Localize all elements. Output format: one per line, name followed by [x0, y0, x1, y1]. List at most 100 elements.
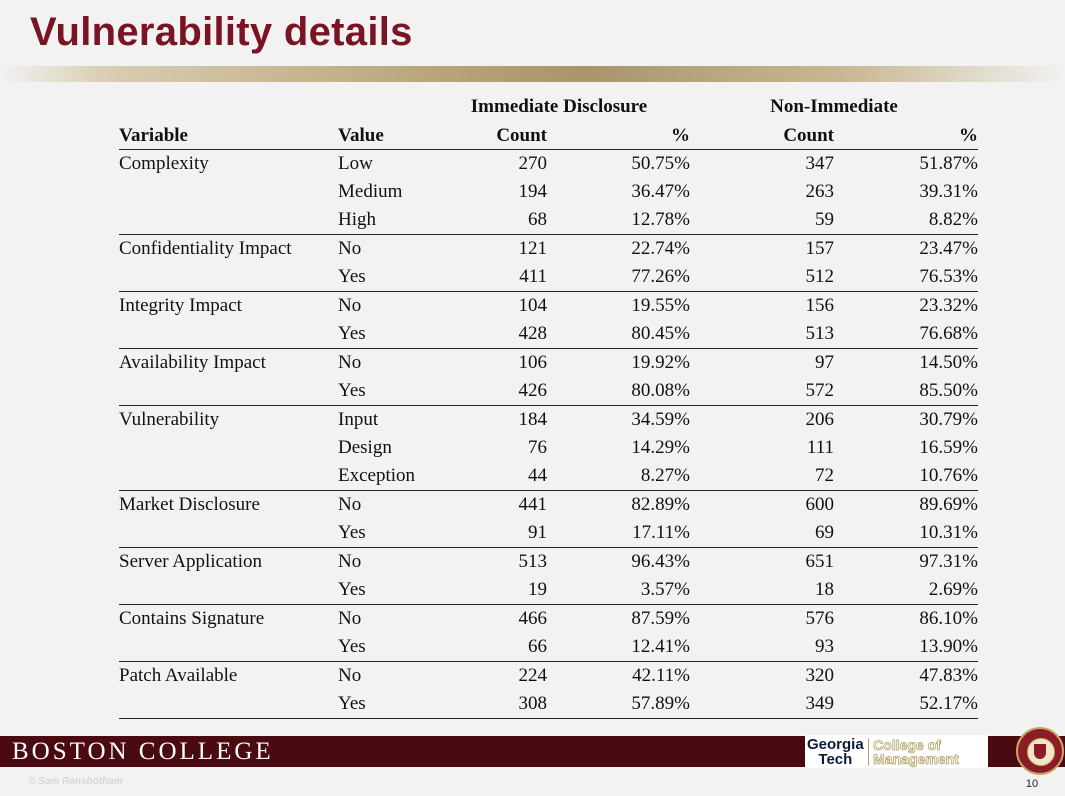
- cell-count-non-immediate: 156: [805, 295, 835, 316]
- table-row: Patch Available No 224 42.11% 320 47.83%: [119, 662, 978, 691]
- table-row: Confidentiality Impact No 121 22.74% 157 23.4…: [119, 235, 978, 264]
- table-row: Yes 426 80.08% 572 85.50%: [119, 377, 978, 406]
- cell-pct-immediate: 42.11%: [632, 665, 690, 686]
- cell-value: Design: [338, 437, 392, 458]
- cell-count-immediate: 76: [528, 437, 547, 458]
- table-row: Market Disclosure No 441 82.89% 600 89.69%: [119, 491, 978, 520]
- cell-variable: [119, 462, 338, 491]
- cell-count-immediate: 44: [428, 462, 547, 491]
- cell-value: No: [338, 295, 362, 316]
- cell-pct-immediate: 87.59%: [631, 608, 690, 629]
- cell-pct-immediate: 19.55%: [631, 295, 690, 316]
- cell-value: Yes: [338, 633, 428, 662]
- column-header-count-immediate: Count: [428, 122, 547, 150]
- cell-count-non-immediate: 263: [805, 181, 835, 202]
- cell-pct-non-immediate: 86.10%: [919, 608, 978, 629]
- column-header-row: Variable Value Count % Count %: [119, 122, 978, 150]
- table-row: Yes 308 57.89% 349 52.17%: [119, 690, 978, 719]
- table-row: Integrity Impact No 104 19.55% 156 23.32%: [119, 292, 978, 321]
- cell-variable: Availability Impact: [119, 352, 266, 373]
- cell-variable: Integrity Impact: [119, 295, 242, 316]
- cell-pct-non-immediate: 52.17%: [834, 690, 978, 719]
- table-row: Server Application No 513 96.43% 651 97.31%: [119, 548, 978, 577]
- cell-count-immediate: 121: [518, 238, 548, 259]
- table-row: Availability Impact No 106 19.92% 97 14.50%: [119, 349, 978, 378]
- cell-value: No: [338, 352, 362, 373]
- column-header-pct-non-immediate: %: [834, 122, 978, 150]
- cell-variable: Patch Available: [119, 665, 238, 686]
- title-divider: [0, 66, 1065, 82]
- cell-variable: Confidentiality Impact: [119, 238, 292, 259]
- cell-variable: [119, 178, 338, 206]
- cell-variable: Contains Signature: [119, 608, 265, 629]
- georgia-tech-logo: Georgia Tech College of Management: [805, 735, 988, 768]
- cell-pct-non-immediate: 2.69%: [834, 576, 978, 605]
- cell-pct-immediate: 22.74%: [631, 238, 690, 259]
- cell-variable: [119, 434, 338, 462]
- cell-count-immediate: 68: [428, 206, 547, 235]
- cell-variable: [119, 519, 338, 548]
- cell-pct-non-immediate: 16.59%: [919, 437, 978, 458]
- cell-pct-non-immediate: 47.83%: [919, 665, 978, 686]
- cell-count-immediate: 194: [518, 181, 548, 202]
- cell-pct-non-immediate: 10.31%: [834, 519, 978, 548]
- cell-count-immediate: 426: [428, 377, 547, 406]
- table-row: Exception 44 8.27% 72 10.76%: [119, 462, 978, 491]
- cell-pct-immediate: 96.43%: [631, 551, 690, 572]
- cell-variable: Server Application: [119, 551, 262, 572]
- cell-count-non-immediate: 93: [690, 633, 834, 662]
- cell-count-immediate: 441: [518, 494, 548, 515]
- cell-pct-non-immediate: 30.79%: [919, 409, 978, 430]
- cell-count-non-immediate: 97: [815, 352, 834, 373]
- cell-count-immediate: 428: [428, 320, 547, 349]
- cell-variable: [119, 633, 338, 662]
- cell-value: Input: [338, 409, 379, 430]
- cell-pct-non-immediate: 13.90%: [834, 633, 978, 662]
- cell-pct-immediate: 12.78%: [547, 206, 690, 235]
- cell-count-immediate: 308: [428, 690, 547, 719]
- cell-pct-immediate: 36.47%: [631, 181, 690, 202]
- cell-count-non-immediate: 18: [690, 576, 834, 605]
- cell-count-non-immediate: 512: [690, 263, 834, 292]
- cell-value: Yes: [338, 320, 428, 349]
- cell-count-immediate: 66: [428, 633, 547, 662]
- cell-count-non-immediate: 576: [805, 608, 835, 629]
- cell-pct-immediate: 80.45%: [547, 320, 690, 349]
- cell-count-non-immediate: 59: [690, 206, 834, 235]
- cell-count-immediate: 513: [518, 551, 548, 572]
- cell-count-non-immediate: 111: [806, 437, 834, 458]
- table-row: Yes 91 17.11% 69 10.31%: [119, 519, 978, 548]
- cell-pct-immediate: 3.57%: [547, 576, 690, 605]
- cell-count-non-immediate: 651: [805, 551, 835, 572]
- cell-pct-non-immediate: 51.87%: [919, 153, 978, 174]
- cell-count-non-immediate: 69: [690, 519, 834, 548]
- cell-count-non-immediate: 600: [805, 494, 835, 515]
- cell-value: Yes: [338, 690, 428, 719]
- cell-pct-non-immediate: 89.69%: [919, 494, 978, 515]
- cell-count-immediate: 184: [518, 409, 548, 430]
- cell-variable: [119, 690, 338, 719]
- column-header-value: Value: [338, 122, 428, 150]
- cell-pct-immediate: 8.27%: [547, 462, 690, 491]
- cell-count-non-immediate: 72: [690, 462, 834, 491]
- cell-variable: Vulnerability: [119, 409, 220, 430]
- table-row: Yes 66 12.41% 93 13.90%: [119, 633, 978, 662]
- cell-value: Exception: [338, 462, 428, 491]
- cell-pct-immediate: 34.59%: [631, 409, 690, 430]
- cell-variable: Market Disclosure: [119, 494, 260, 515]
- georgia-tech-wordmark: Georgia Tech: [807, 735, 864, 768]
- column-header-count-non-immediate: Count: [690, 122, 834, 150]
- cell-variable: [119, 320, 338, 349]
- table-row: Vulnerability Input 184 34.59% 206 30.79%: [119, 406, 978, 435]
- cell-count-non-immediate: 157: [805, 238, 835, 259]
- group-header-row: Immediate Disclosure Non-Immediate: [119, 92, 978, 122]
- cell-variable: [119, 206, 338, 235]
- cell-count-non-immediate: 513: [690, 320, 834, 349]
- cell-count-immediate: 224: [518, 665, 548, 686]
- cell-value: No: [338, 551, 362, 572]
- cell-pct-non-immediate: 97.31%: [919, 551, 978, 572]
- cell-count-non-immediate: 349: [690, 690, 834, 719]
- cell-count-non-immediate: 320: [805, 665, 835, 686]
- cell-pct-immediate: 50.75%: [631, 153, 690, 174]
- cell-value: No: [338, 665, 362, 686]
